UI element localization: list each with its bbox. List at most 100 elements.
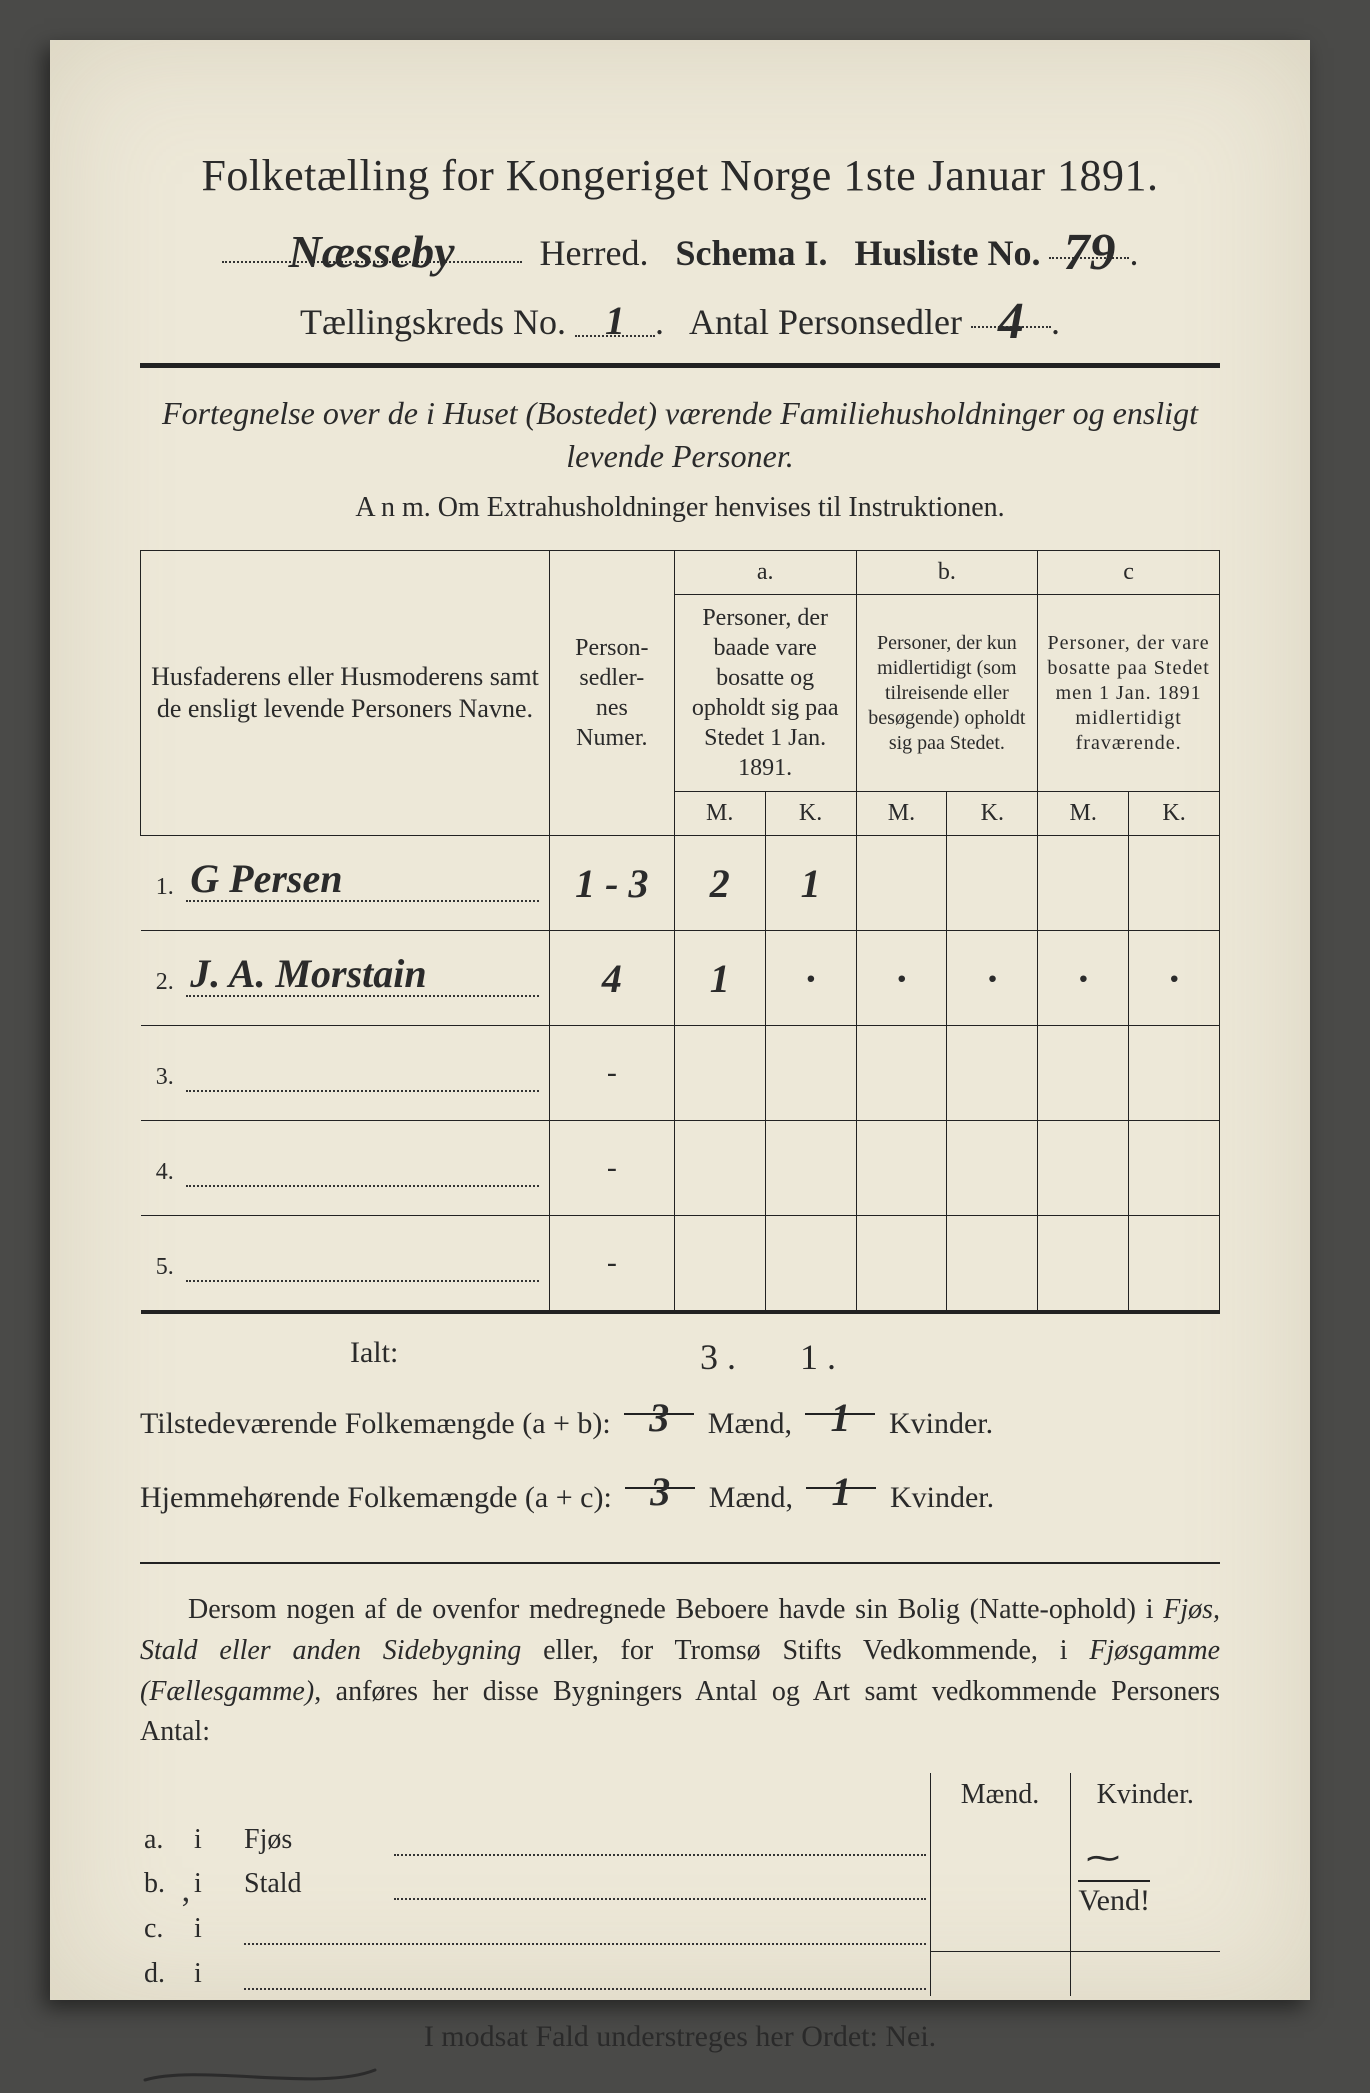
table-row: 5. - (141, 1216, 1220, 1313)
name-field: J. A. Morstain (186, 959, 538, 997)
tot2-post: Kvinder. (890, 1481, 994, 1514)
title-pre: Folketælling for Kongeriget Norge 1ste J… (201, 151, 1045, 200)
totals-line-1: Tilstedeværende Folkemængde (a + b): 3 M… (140, 1380, 1220, 1454)
title-line-1: Folketælling for Kongeriget Norge 1ste J… (140, 150, 1220, 201)
head-c-letter: c (1038, 551, 1220, 595)
herred-label: Herred. (540, 233, 649, 273)
build-m-head: Mænd. (930, 1773, 1070, 1817)
c-k (1129, 836, 1220, 931)
head-a: Personer, der baade vare bosatte og opho… (674, 595, 856, 792)
build-a: d. (140, 1951, 190, 1996)
flourish-icon (140, 2062, 380, 2088)
tot1-mid: Mænd, (708, 1407, 792, 1440)
antal-label: Antal Personsedler (689, 302, 962, 342)
b-k (947, 836, 1038, 931)
anm-line: A n m. Om Extrahusholdninger henvises ti… (140, 492, 1220, 524)
herred-value: Næsseby (288, 226, 454, 277)
head-c: Personer, der vare bosatte paa Stedet me… (1038, 595, 1220, 792)
vend-label: Vend! (1078, 1880, 1150, 1918)
c-k: · (1129, 931, 1220, 1026)
build-a: c. (140, 1906, 190, 1951)
tot1-m-slot: 3 (624, 1380, 694, 1415)
b-k: · (947, 931, 1038, 1026)
head-b-letter: b. (856, 551, 1038, 595)
persons-table: Husfaderens eller Husmoderens samt de en… (140, 550, 1220, 1314)
a-k: 1 (765, 836, 856, 931)
title-line-3: Tællingskreds No. 1 . Antal Personsedler… (140, 288, 1220, 343)
totals-line-2: Hjemmehørende Folkemængde (a + c): 3 Mæn… (140, 1454, 1220, 1528)
vend-mark: ⁓ (1086, 1838, 1120, 1878)
mk-b-k: K. (947, 792, 1038, 836)
b-m (856, 836, 947, 931)
mk-c-m: M. (1038, 792, 1129, 836)
husliste-value: 79 (1063, 224, 1115, 281)
subtitle-l2: levende Personer. (566, 438, 793, 474)
husliste-field: 79 (1049, 219, 1129, 259)
sedler-num: 4 (549, 931, 674, 1026)
tot1-pre: Tilstedeværende Folkemængde (a + b): (140, 1407, 611, 1440)
table-row: 4. - (141, 1121, 1220, 1216)
document-page: Folketælling for Kongeriget Norge 1ste J… (50, 40, 1310, 2000)
mk-b-m: M. (856, 792, 947, 836)
tot2-mid: Mænd, (709, 1481, 793, 1514)
build-i: i (190, 1951, 240, 1996)
tot1-k: 1 (830, 1395, 850, 1440)
build-k-head: Kvinder. (1070, 1773, 1220, 1817)
dot-fill (244, 1912, 926, 1945)
name-field (186, 1054, 538, 1092)
sedler-num: - (549, 1026, 674, 1121)
para-t2: eller, for Tromsø Stifts Vedkommende, i (521, 1635, 1089, 1666)
name-field (186, 1244, 538, 1282)
totals-block: Tilstedeværende Folkemængde (a + b): 3 M… (140, 1380, 1220, 1528)
build-row: b. i Stald (140, 1862, 1220, 1907)
kreds-label: Tællingskreds No. (300, 302, 566, 342)
tot2-m: 3 (650, 1469, 670, 1514)
a-k: · (765, 931, 856, 1026)
c-m: · (1038, 931, 1129, 1026)
row-num: 4. (151, 1159, 179, 1186)
build-name: Stald (240, 1862, 390, 1907)
table-row: 1. G Persen 1 - 3 2 1 (141, 836, 1220, 931)
build-row: d. i (140, 1951, 1220, 1996)
head-num: Person- sedler- nes Numer. (549, 551, 674, 836)
bygning-paragraph: Dersom nogen af de ovenfor medregnede Be… (140, 1590, 1220, 1752)
build-i: i (190, 1817, 240, 1862)
mk-c-k: K. (1129, 792, 1220, 836)
name-field (186, 1149, 538, 1187)
schema-label: Schema I. (675, 233, 827, 273)
tot2-k-slot: 1 (806, 1454, 876, 1489)
kreds-field: 1 (575, 297, 655, 337)
tot2-k: 1 (831, 1469, 851, 1514)
antal-value: 4 (998, 293, 1024, 350)
antal-field: 4 (971, 288, 1051, 328)
para-t1: Dersom nogen af de ovenfor medregnede Be… (188, 1594, 1163, 1625)
c-m (1038, 836, 1129, 931)
build-row: c. i (140, 1906, 1220, 1951)
person-name: J. A. Morstain (190, 950, 426, 997)
sedler-num: - (549, 1216, 674, 1313)
ialt-k: 1 . (800, 1336, 836, 1378)
subtitle: Fortegnelse over de i Huset (Bostedet) v… (140, 392, 1220, 478)
title-line-2: Næsseby Herred. Schema I. Husliste No. 7… (140, 219, 1220, 274)
herred-field: Næsseby (222, 223, 522, 263)
corner-mark: ‚ (180, 1872, 191, 1910)
ialt-label: Ialt: (350, 1336, 398, 1369)
mk-a-m: M. (674, 792, 765, 836)
head-b: Personer, der kun midlertidigt (som tilr… (856, 595, 1038, 792)
content-area: Folketælling for Kongeriget Norge 1ste J… (140, 150, 1220, 1940)
b-m: · (856, 931, 947, 1026)
sedler-num: 1 - 3 (549, 836, 674, 931)
dot-fill (394, 1823, 926, 1856)
table-row: 3. - (141, 1026, 1220, 1121)
build-a: a. (140, 1817, 190, 1862)
build-i: i (190, 1862, 240, 1907)
dot-fill (394, 1868, 926, 1901)
tot2-pre: Hjemmehørende Folkemængde (a + c): (140, 1481, 612, 1514)
ialt-m: 3 . (700, 1336, 736, 1378)
tot1-m: 3 (649, 1395, 669, 1440)
kreds-value: 1 (605, 298, 625, 343)
row-num: 3. (151, 1064, 179, 1091)
row-num: 2. (151, 969, 179, 996)
sedler-num: - (549, 1121, 674, 1216)
head-a-letter: a. (674, 551, 856, 595)
